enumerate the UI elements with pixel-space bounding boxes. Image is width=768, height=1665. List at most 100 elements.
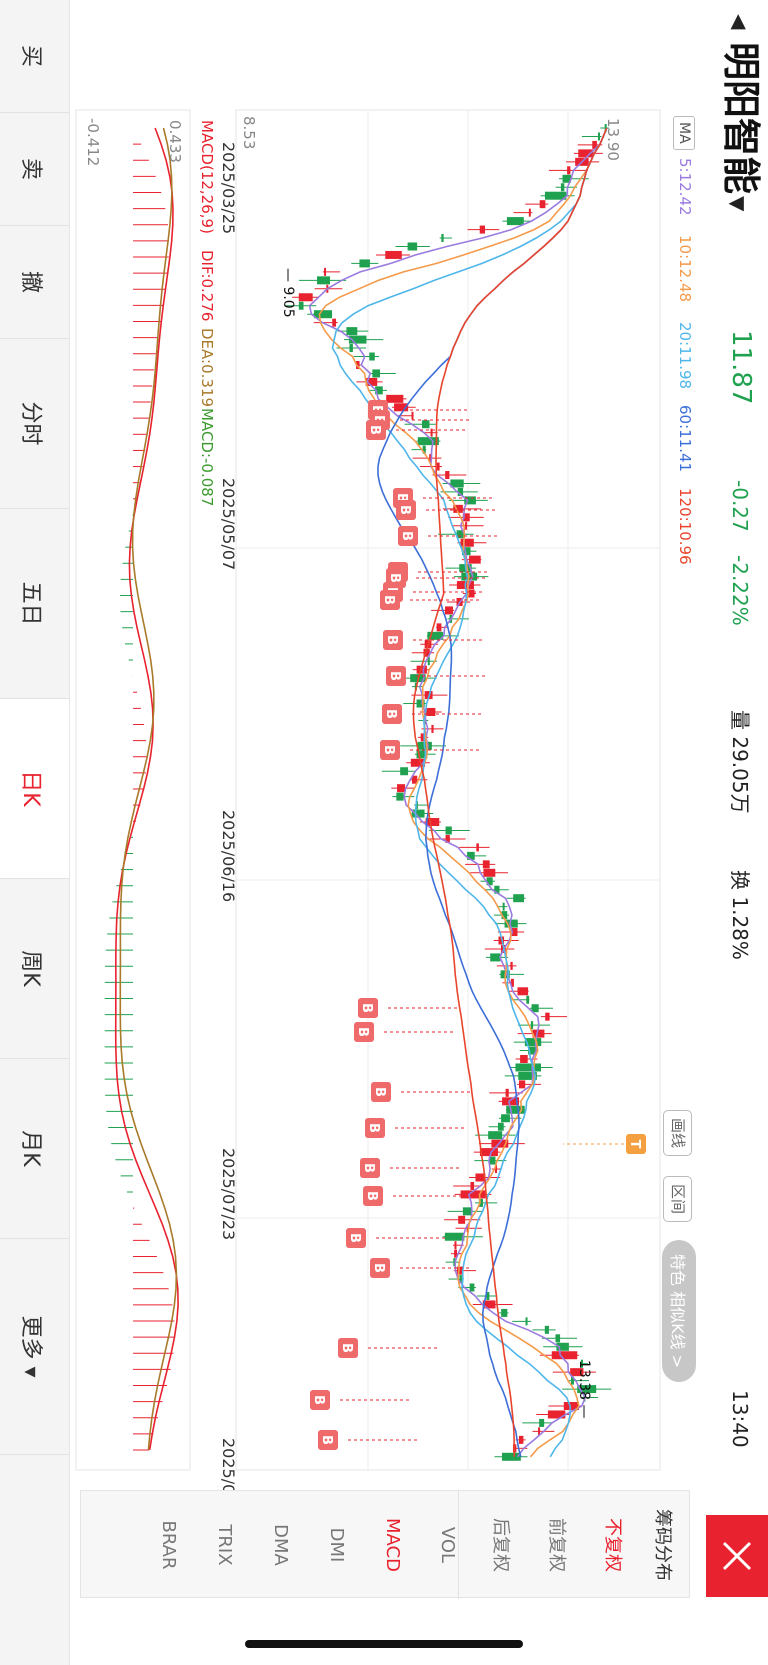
candle-body bbox=[369, 352, 375, 361]
candle-body bbox=[505, 1088, 509, 1097]
buy-signal-label: B bbox=[399, 531, 414, 541]
buy-signal-badge bbox=[358, 998, 378, 1018]
candle-body bbox=[349, 344, 353, 353]
ma5-line bbox=[308, 127, 608, 1458]
candle-body bbox=[538, 1427, 541, 1436]
buy-signal-label: B bbox=[339, 1343, 354, 1353]
indicator-item-1[interactable]: 前复权 bbox=[546, 1518, 567, 1572]
buy-signal-badge bbox=[365, 1118, 385, 1138]
candle-body bbox=[486, 1291, 490, 1300]
candle-body bbox=[444, 1232, 465, 1241]
candle-body bbox=[454, 1249, 457, 1258]
candle-body bbox=[476, 843, 479, 852]
candle-body bbox=[425, 818, 440, 827]
candle-body bbox=[431, 724, 434, 733]
candle-body bbox=[531, 1004, 539, 1013]
candle-body bbox=[475, 1173, 486, 1182]
chip-distribution-title[interactable]: 筹码分布 bbox=[652, 1509, 673, 1581]
tab-5[interactable]: 日K bbox=[0, 699, 69, 879]
candle-body bbox=[544, 191, 567, 200]
candle-body bbox=[578, 149, 594, 158]
buy-signal-label: B bbox=[371, 1263, 386, 1273]
candle-body bbox=[469, 555, 481, 564]
bottom-tab-bar: 买卖撤分时 五日 日K 周K 月K 更多 ▾ bbox=[0, 0, 70, 1665]
buy-signal-badge bbox=[346, 1228, 366, 1248]
candle-body bbox=[458, 1215, 466, 1224]
close-button[interactable] bbox=[706, 1515, 768, 1597]
indicator-item-8[interactable]: BRAR bbox=[158, 1520, 179, 1570]
take-signal-badge bbox=[626, 1134, 646, 1154]
candle-body bbox=[482, 860, 490, 869]
tab-1[interactable]: 卖 bbox=[0, 113, 69, 226]
buy-signal-label: B bbox=[311, 1395, 326, 1405]
candle-body bbox=[417, 437, 439, 446]
candle-body bbox=[372, 369, 381, 378]
candle-body bbox=[396, 792, 404, 801]
candle-body bbox=[513, 894, 525, 903]
ma10-line bbox=[318, 127, 608, 1458]
date-label: 2025/05/07 bbox=[219, 478, 238, 571]
candle-body bbox=[598, 132, 601, 141]
buy-signal-label: B bbox=[367, 425, 382, 435]
candle-body bbox=[298, 293, 313, 302]
high-marker: 13.38 — bbox=[576, 1360, 592, 1419]
date-label: 2025/03/25 bbox=[219, 142, 238, 235]
buy-signal-badge bbox=[382, 704, 402, 724]
candle-body bbox=[539, 1418, 545, 1427]
candle-body bbox=[501, 1308, 508, 1317]
tab-0[interactable]: 买 bbox=[0, 0, 69, 113]
ma20-line bbox=[331, 127, 608, 1458]
buy-signal-label: B bbox=[372, 1087, 387, 1097]
indicator-item-6[interactable]: DMA bbox=[270, 1524, 291, 1566]
candle-body bbox=[479, 225, 486, 234]
candle-body bbox=[465, 521, 468, 530]
buy-signal-badge bbox=[386, 666, 406, 686]
candle-body bbox=[515, 1063, 541, 1072]
indicator-item-2[interactable]: 后复权 bbox=[490, 1518, 511, 1572]
candle-body bbox=[525, 1317, 528, 1326]
tab-2[interactable]: 撤 bbox=[0, 226, 69, 339]
buy-signal-label: B bbox=[381, 745, 396, 755]
buy-signal-label: B bbox=[359, 1003, 374, 1013]
buy-signal-badge bbox=[363, 1186, 383, 1206]
buy-signal-label: B bbox=[383, 709, 398, 719]
candle-body bbox=[359, 259, 370, 268]
candle-body bbox=[502, 1097, 520, 1106]
candle-body bbox=[517, 987, 529, 996]
candle-body bbox=[411, 411, 414, 420]
candle-body bbox=[562, 174, 571, 183]
candle-body bbox=[454, 1241, 457, 1250]
macd-dif: DIF:0.276 bbox=[198, 250, 216, 322]
tab-6[interactable]: 周K bbox=[0, 879, 69, 1059]
buy-signal-label: B bbox=[384, 635, 399, 645]
buy-signal-label: B bbox=[387, 573, 402, 583]
candle-body bbox=[332, 318, 337, 327]
tab-8[interactable]: 更多 ▾ bbox=[0, 1239, 69, 1455]
indicator-item-4[interactable]: MACD bbox=[382, 1518, 403, 1572]
tab-4[interactable]: 五日 bbox=[0, 509, 69, 699]
candle-body bbox=[502, 902, 505, 911]
macd-dea: DEA:0.319 bbox=[198, 328, 216, 408]
macd-value: MACD:-0.087 bbox=[198, 408, 216, 507]
tab-7[interactable]: 月K bbox=[0, 1059, 69, 1239]
buy-signal-label: B bbox=[381, 595, 396, 605]
indicator-item-7[interactable]: TRIX bbox=[214, 1524, 235, 1566]
candle-body bbox=[560, 183, 565, 192]
candle-body bbox=[397, 784, 406, 793]
buy-signal-badge bbox=[360, 1158, 380, 1178]
tab-3[interactable]: 分时 bbox=[0, 339, 69, 509]
indicator-item-0[interactable]: 不复权 bbox=[602, 1518, 623, 1572]
candle-body bbox=[445, 826, 452, 835]
buy-signal-badge bbox=[398, 526, 418, 546]
candle-body bbox=[317, 276, 331, 285]
buy-signal-badge bbox=[338, 1338, 358, 1358]
candle-body bbox=[462, 1207, 473, 1216]
indicator-item-5[interactable]: DMI bbox=[326, 1527, 347, 1563]
candle-body bbox=[544, 1325, 549, 1334]
macd-label: MACD(12,26,9) bbox=[198, 120, 216, 234]
candle-body bbox=[298, 301, 304, 310]
indicator-item-3[interactable]: VOL bbox=[437, 1491, 459, 1599]
buy-signal-label: B bbox=[387, 671, 402, 681]
